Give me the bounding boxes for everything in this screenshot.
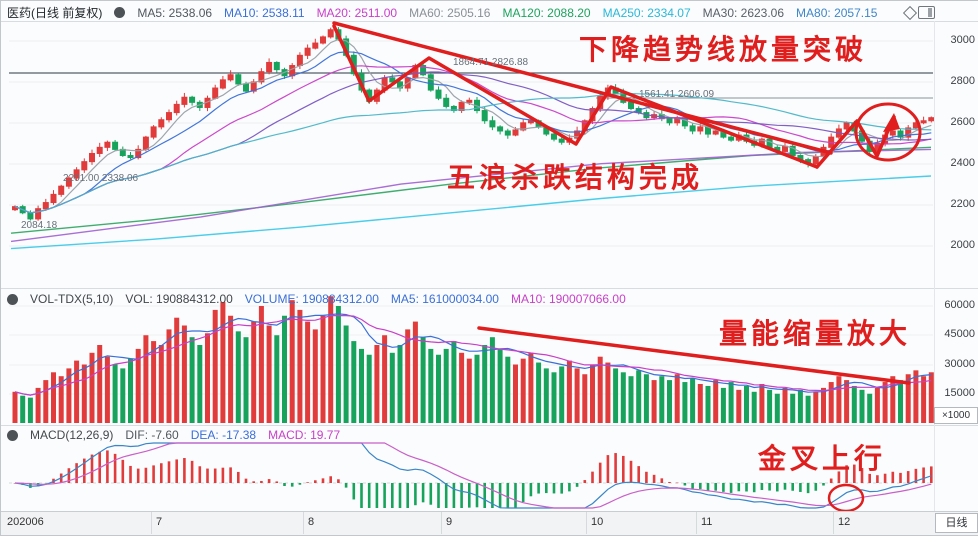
indicator-settings-icon[interactable] bbox=[114, 7, 125, 18]
axis-separator bbox=[696, 512, 697, 534]
axis-tick-label: 2400 bbox=[939, 157, 975, 169]
x-axis-label: 202006 bbox=[7, 516, 44, 528]
axis-tick-label: 15000 bbox=[939, 387, 975, 399]
axis-tick-label: 2600 bbox=[939, 116, 975, 128]
macd-indicator-readouts: MACD(12,26,9) DIF: -7.60 DEA: -17.38 MACD: … bbox=[30, 428, 340, 442]
axis-separator bbox=[586, 512, 587, 534]
price-marker-label: 1864.71 2826.88 bbox=[453, 57, 528, 68]
x-axis-label: 11 bbox=[701, 516, 712, 528]
price-marker-label: 2201.00 2338.06 bbox=[63, 173, 138, 184]
indicator-readout: MACD: 19.77 bbox=[268, 428, 340, 442]
axis-tick-label: 2200 bbox=[939, 198, 975, 210]
macd-panel-header: MACD(12,26,9) DIF: -7.60 DEA: -17.38 MACD: … bbox=[7, 428, 340, 442]
axis-tick-label: 2800 bbox=[939, 75, 975, 87]
x-axis-label: 9 bbox=[446, 516, 452, 528]
indicator-readout: MA120: 2088.20 bbox=[502, 6, 590, 20]
annotation-text: 量能缩量放大 bbox=[719, 320, 911, 348]
indicator-readout: MA10: 2538.11 bbox=[224, 6, 305, 20]
axis-separator bbox=[441, 512, 442, 534]
volume-panel-header: VOL-TDX(5,10) VOL: 190884312.00 VOLUME: 19… bbox=[7, 292, 626, 306]
volume-unit-box: ×1000 bbox=[934, 407, 978, 424]
indicator-readout: MA5: 161000034.00 bbox=[391, 292, 499, 306]
axis-tick-label: 60000 bbox=[939, 299, 975, 311]
chart-title: 医药(日线 前复权) bbox=[7, 4, 102, 21]
panel-layout-icon[interactable] bbox=[918, 6, 935, 19]
volume-indicator-icon[interactable] bbox=[7, 294, 18, 305]
main-chart-header: 医药(日线 前复权) MA5: 2538.06 MA10: 2538.11 MA20… bbox=[7, 4, 877, 21]
indicator-readout: MA30: 2623.06 bbox=[703, 6, 784, 20]
x-axis-label: 7 bbox=[156, 516, 162, 528]
annotation-text: 五浪杀跌结构完成 bbox=[447, 164, 703, 192]
indicator-readout: DEA: -17.38 bbox=[191, 428, 256, 442]
indicator-readout: MA20: 2511.00 bbox=[317, 6, 398, 20]
indicator-readout: MA80: 2057.15 bbox=[796, 6, 877, 20]
annotation-text: 金叉上行 bbox=[758, 445, 886, 473]
indicator-readout: VOLUME: 190884312.00 bbox=[245, 292, 379, 306]
indicator-readout: VOL: 190884312.00 bbox=[125, 292, 232, 306]
macd-indicator-icon[interactable] bbox=[7, 430, 18, 441]
axis-separator bbox=[303, 512, 304, 534]
indicator-readout: MACD(12,26,9) bbox=[30, 428, 113, 442]
x-axis-label: 10 bbox=[591, 516, 603, 528]
axis-tick-label: 3000 bbox=[939, 34, 975, 46]
axis-separator bbox=[833, 512, 834, 534]
ma-indicator-readouts: MA5: 2538.06 MA10: 2538.11 MA20: 2511.00 MA… bbox=[137, 6, 877, 20]
axis-tick-label: 30000 bbox=[939, 358, 975, 370]
axis-tick-label: 2000 bbox=[939, 239, 975, 251]
x-axis-label: 8 bbox=[308, 516, 314, 528]
axis-tick-label: 45000 bbox=[939, 328, 975, 340]
indicator-readout: MA5: 2538.06 bbox=[137, 6, 212, 20]
volume-indicator-readouts: VOL-TDX(5,10) VOL: 190884312.00 VOLUME: 19… bbox=[30, 292, 626, 306]
annotation-text: 下降趋势线放量突破 bbox=[579, 36, 867, 64]
axis-separator bbox=[151, 512, 152, 534]
x-axis-label: 12 bbox=[838, 516, 850, 528]
period-selector[interactable]: 日线 bbox=[935, 513, 978, 533]
trend-annotations bbox=[334, 23, 920, 511]
indicator-readout: MA10: 190007066.00 bbox=[511, 292, 626, 306]
price-marker-label: 1561.41 2606.09 bbox=[639, 89, 714, 100]
indicator-readout: DIF: -7.60 bbox=[125, 428, 178, 442]
price-marker-label: 2084.18 bbox=[21, 220, 57, 231]
volume-bars bbox=[13, 296, 934, 423]
indicator-readout: MA60: 2505.16 bbox=[409, 6, 490, 20]
indicator-readout: MA250: 2334.07 bbox=[603, 6, 691, 20]
time-axis-bar[interactable]: 202006 7 8 9 10 11 12 bbox=[1, 511, 978, 535]
indicator-readout: VOL-TDX(5,10) bbox=[30, 292, 113, 306]
